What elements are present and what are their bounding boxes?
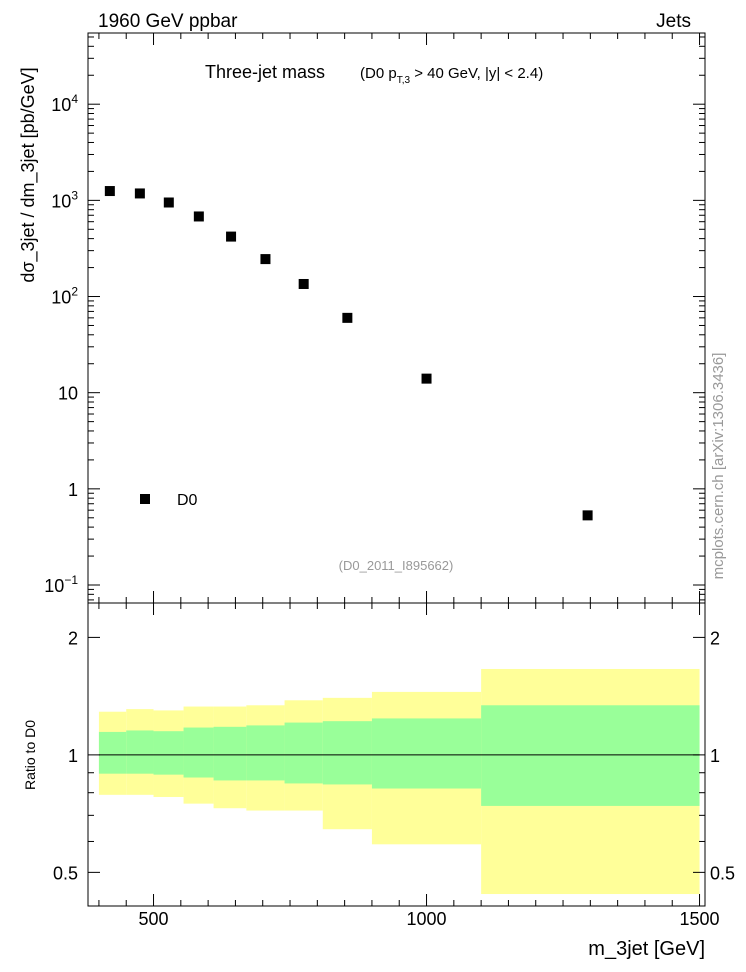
legend: D0 (140, 492, 198, 509)
tick-exponent: 4 (71, 92, 78, 106)
inner-uncertainty-band (153, 731, 184, 775)
data-point (342, 312, 353, 323)
inner-uncertainty-band (322, 721, 372, 785)
main-y-tick-label: 10 (58, 384, 78, 404)
main-title-cuts: (D0 pT,3 > 40 GeV, |y| < 2.4) (360, 65, 543, 86)
tick-exponent: −1 (64, 573, 78, 587)
main-y-tick-label: 103 (51, 188, 78, 211)
cuts-subscript: T,3 (397, 75, 411, 86)
main-y-tick-label: 10−1 (44, 573, 78, 596)
cuts-prefix: (D0 p (360, 65, 397, 82)
inner-uncertainty-band (371, 718, 482, 789)
tick-base: 10 (51, 191, 71, 211)
inner-uncertainty-band (284, 722, 323, 784)
data-point (193, 211, 204, 222)
data-point (163, 197, 174, 208)
analysis-id-label: (D0_2011_I895662) (339, 558, 454, 573)
data-point (421, 373, 432, 384)
ratio-y-tick-label-right: 2 (710, 628, 720, 648)
header-category-label: Jets (656, 11, 691, 32)
inner-uncertainty-band (98, 731, 127, 774)
data-point (104, 186, 115, 197)
tick-base: 10 (51, 95, 71, 115)
data-point (226, 231, 237, 242)
main-title: Three-jet mass (205, 62, 325, 82)
legend-marker (140, 494, 150, 504)
ratio-y-tick-label-left: 1 (68, 746, 78, 766)
x-tick-label: 500 (138, 909, 168, 929)
tick-exponent: 2 (71, 285, 78, 299)
tick-exponent: 3 (71, 188, 78, 202)
inner-uncertainty-band (213, 726, 247, 781)
inner-uncertainty-band (246, 725, 285, 781)
x-tick-label: 1000 (407, 909, 447, 929)
ratio-y-tick-label-left: 2 (68, 628, 78, 648)
legend-label: D0 (177, 492, 198, 509)
watermark: mcplots.cern.ch [arXiv:1306.3436] (710, 353, 727, 580)
cuts-suffix: > 40 GeV, |y| < 2.4) (410, 65, 543, 82)
data-point (298, 278, 309, 289)
ratio-axes: 0.5 0.5 1 1 2 2 500 1000 1500 (53, 602, 735, 929)
main-y-tick-label: 104 (51, 92, 78, 115)
data-point (134, 188, 145, 199)
tick-base: 10 (51, 288, 71, 308)
ratio-y-axis-label: Ratio to D0 (22, 720, 38, 790)
uncertainty-bands (98, 668, 700, 895)
inner-uncertainty-band (481, 705, 700, 806)
tick-base: 10 (44, 576, 64, 596)
x-axis-label: m_3jet [GeV] (588, 938, 705, 960)
main-y-axis-label: dσ_3jet / dm_3jet [pb/GeV] (18, 67, 39, 282)
main-y-tick-label: 1 (68, 480, 78, 500)
inner-uncertainty-band (183, 727, 214, 778)
main-y-tick-label: 102 (51, 285, 78, 308)
header-energy-label: 1960 GeV ppbar (98, 11, 238, 32)
data-points (104, 186, 593, 521)
ratio-y-tick-label-right: 1 (710, 746, 720, 766)
ratio-y-tick-label-right: 0.5 (710, 863, 735, 883)
x-tick-label: 1500 (680, 909, 720, 929)
data-point (260, 254, 271, 265)
data-point (582, 510, 593, 521)
ratio-panel: 0.5 0.5 1 1 2 2 500 1000 1500 Ratio to D0 m_3jet… (22, 602, 735, 960)
main-frame (87, 32, 706, 604)
ratio-y-tick-label-left: 0.5 (53, 863, 78, 883)
inner-uncertainty-band (126, 730, 154, 774)
